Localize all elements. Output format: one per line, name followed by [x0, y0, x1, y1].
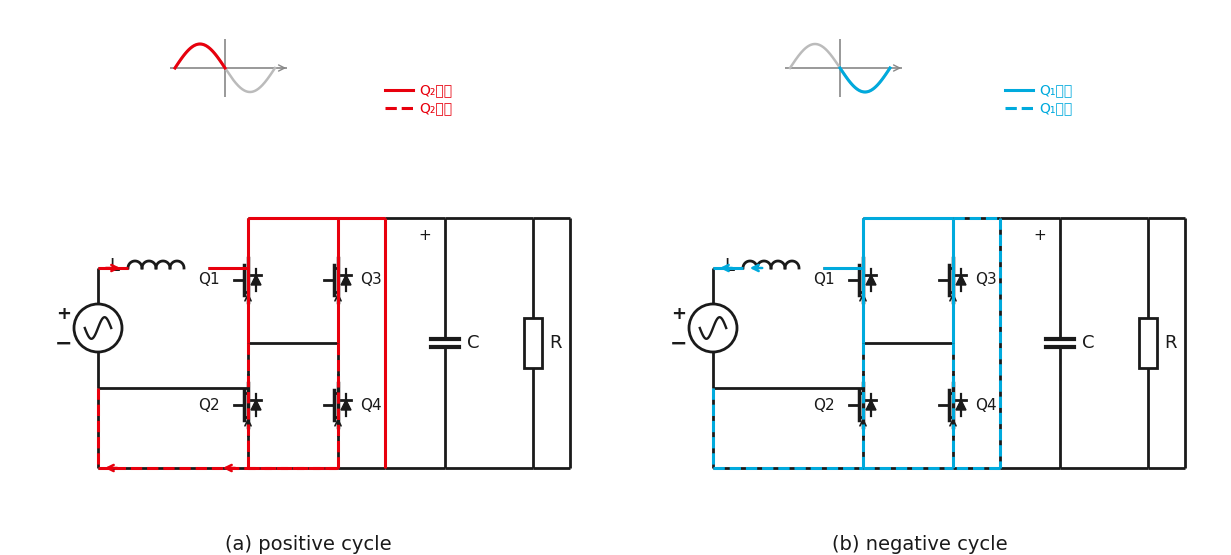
Text: Q4: Q4: [975, 397, 997, 412]
Text: C: C: [1082, 334, 1094, 352]
Text: +: +: [419, 229, 431, 244]
Bar: [524, 318, 542, 368]
Text: Q₁オン: Q₁オン: [1039, 83, 1072, 97]
Text: Q3: Q3: [359, 273, 382, 287]
Text: +: +: [57, 305, 71, 323]
Text: −: −: [670, 334, 688, 354]
Polygon shape: [251, 275, 261, 285]
Polygon shape: [956, 275, 966, 285]
Polygon shape: [341, 400, 351, 410]
Text: L: L: [724, 257, 734, 275]
Text: −: −: [55, 334, 73, 354]
Text: (b) negative cycle: (b) negative cycle: [832, 536, 1008, 554]
Text: +: +: [1034, 229, 1046, 244]
Text: Q1: Q1: [814, 273, 835, 287]
Polygon shape: [865, 400, 876, 410]
Bar: [1139, 318, 1157, 368]
Text: R: R: [1165, 334, 1177, 352]
Text: Q3: Q3: [975, 273, 997, 287]
Polygon shape: [956, 400, 966, 410]
Text: Q₂オン: Q₂オン: [419, 83, 452, 97]
Text: Q4: Q4: [359, 397, 382, 412]
Text: L: L: [110, 257, 119, 275]
Text: Q₁オフ: Q₁オフ: [1039, 101, 1072, 115]
Polygon shape: [865, 275, 876, 285]
Polygon shape: [341, 275, 351, 285]
Text: Q2: Q2: [814, 397, 835, 412]
Text: C: C: [467, 334, 480, 352]
Text: (a) positive cycle: (a) positive cycle: [225, 536, 391, 554]
Text: +: +: [671, 305, 687, 323]
Text: Q₂オフ: Q₂オフ: [419, 101, 452, 115]
Text: R: R: [549, 334, 561, 352]
Polygon shape: [251, 400, 261, 410]
Text: Q1: Q1: [198, 273, 220, 287]
Text: Q2: Q2: [198, 397, 220, 412]
